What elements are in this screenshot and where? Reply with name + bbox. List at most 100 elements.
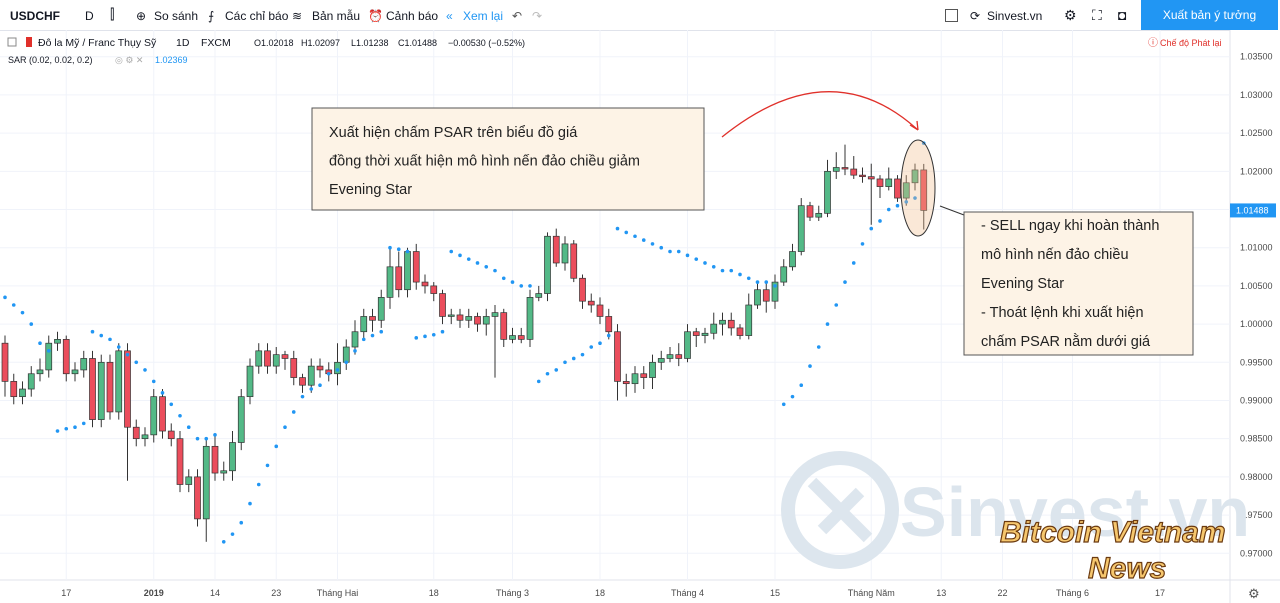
x-tick-label: 18 <box>595 588 605 598</box>
candle-body <box>264 350 271 367</box>
candle-body <box>894 178 901 199</box>
y-tick-label: 0.97500 <box>1240 510 1273 520</box>
sar-dot <box>186 425 191 430</box>
site[interactable]: Sinvest.vn <box>987 9 1043 23</box>
candle-body <box>885 178 893 187</box>
sar-dot <box>773 284 777 288</box>
sar-dot <box>571 356 576 361</box>
annotation-text: - SELL ngay khi hoàn thành <box>981 218 1159 234</box>
sar-dot <box>729 268 734 273</box>
annotation-text: Evening Star <box>329 182 412 198</box>
x-tick-label: Tháng 4 <box>671 588 704 598</box>
settings-icon[interactable]: ⚙ <box>1064 7 1077 23</box>
sar-dot <box>99 333 104 338</box>
symbol[interactable]: USDCHF <box>10 9 60 23</box>
site-icon[interactable]: ⟳ <box>970 9 981 23</box>
candle-body <box>596 304 604 317</box>
sar-dot <box>3 295 7 300</box>
sar-dot <box>221 540 226 544</box>
fullscreen-icon[interactable]: ⛶ <box>1092 7 1102 23</box>
y-tick-label: 1.03500 <box>1240 52 1273 62</box>
annotation-box <box>311 107 705 211</box>
x-tick-label: Tháng Hai <box>317 588 359 598</box>
templates[interactable]: Bản mẫu <box>312 9 361 23</box>
compare-icon[interactable]: ⊕ <box>136 9 147 23</box>
sar-dot <box>563 360 567 365</box>
snapshot-icon[interactable]: ◘ <box>1118 7 1127 23</box>
sar-dot <box>755 280 760 284</box>
sar-dot <box>895 203 900 208</box>
templates-icon[interactable]: ≋ <box>292 9 303 23</box>
sar-dot <box>256 482 261 487</box>
sar-dot <box>169 402 174 407</box>
price-axis <box>1230 30 1280 603</box>
sar-dot <box>370 333 375 338</box>
candle-body <box>71 369 79 375</box>
candle-body <box>692 331 700 336</box>
candle-body <box>474 316 481 325</box>
candle-body <box>211 445 219 474</box>
x-tick-label: Tháng 6 <box>1056 588 1089 598</box>
candle-body <box>465 316 473 321</box>
candle-body <box>797 205 805 252</box>
x-tick-label: 22 <box>997 588 1007 598</box>
watermark-logo <box>781 451 899 569</box>
candle-body <box>369 316 376 321</box>
candle-body <box>736 327 744 336</box>
candle-body <box>237 396 245 443</box>
sar-dot <box>475 261 480 265</box>
sar-dot <box>55 429 60 433</box>
alert[interactable]: Cảnh báo <box>386 9 439 23</box>
candle-body <box>316 365 324 371</box>
axis-settings: ⚙ <box>1248 586 1260 601</box>
replay[interactable]: Xem lại <box>463 9 504 23</box>
replay-icon[interactable]: « <box>446 9 453 23</box>
checkbox[interactable] <box>945 9 958 22</box>
sar-dot <box>720 268 725 273</box>
candle-body <box>614 331 621 382</box>
sar-dot <box>799 383 804 388</box>
sar-dot <box>108 337 112 342</box>
candle-body <box>605 316 613 333</box>
candle-body <box>771 281 779 302</box>
candle-body <box>421 281 429 287</box>
candle-body <box>290 358 298 378</box>
sar-dot <box>676 249 681 254</box>
sar-dot <box>283 425 287 430</box>
candle-body <box>115 350 123 413</box>
candle-body <box>89 358 96 420</box>
sar-dot <box>484 265 489 269</box>
compare[interactable]: So sánh <box>154 9 199 23</box>
sar-dot <box>379 329 384 334</box>
candle-body <box>150 396 158 436</box>
y-tick-label: 1.01000 <box>1240 243 1273 253</box>
last-price-box <box>1230 203 1276 218</box>
legend-close: C1.01488 <box>398 38 437 48</box>
sar-dot <box>834 303 839 307</box>
candle-body <box>762 289 770 302</box>
candle-body <box>622 381 630 385</box>
sar-dot <box>624 230 629 235</box>
candle-body <box>430 285 438 294</box>
candle-body <box>202 445 210 520</box>
sar-dot <box>501 276 506 281</box>
sar-dot <box>309 387 314 391</box>
sar-dot <box>466 257 471 261</box>
annotation-text: đồng thời xuất hiện mô hình nến đảo chiề… <box>329 154 640 170</box>
indicators[interactable]: Các chỉ báo <box>225 9 289 23</box>
indicators-icon[interactable]: ⨍ <box>208 9 215 23</box>
publish-button[interactable]: Xuất bản ý tưởng <box>1141 0 1278 30</box>
candle-body <box>815 212 823 218</box>
sar-dot <box>64 426 69 431</box>
candle-body <box>535 293 543 298</box>
candle-body <box>500 312 508 340</box>
sar-dot <box>790 394 795 399</box>
redo[interactable]: ↷ <box>532 9 543 23</box>
candle-body <box>832 167 840 172</box>
chart-type-icon[interactable]: ⫿ <box>110 6 115 22</box>
interval[interactable]: D <box>85 9 94 23</box>
sar-dot <box>178 413 182 418</box>
undo[interactable]: ↶ <box>512 9 523 23</box>
candle-body <box>482 316 490 325</box>
alert-icon[interactable]: ⏰ <box>368 9 383 23</box>
